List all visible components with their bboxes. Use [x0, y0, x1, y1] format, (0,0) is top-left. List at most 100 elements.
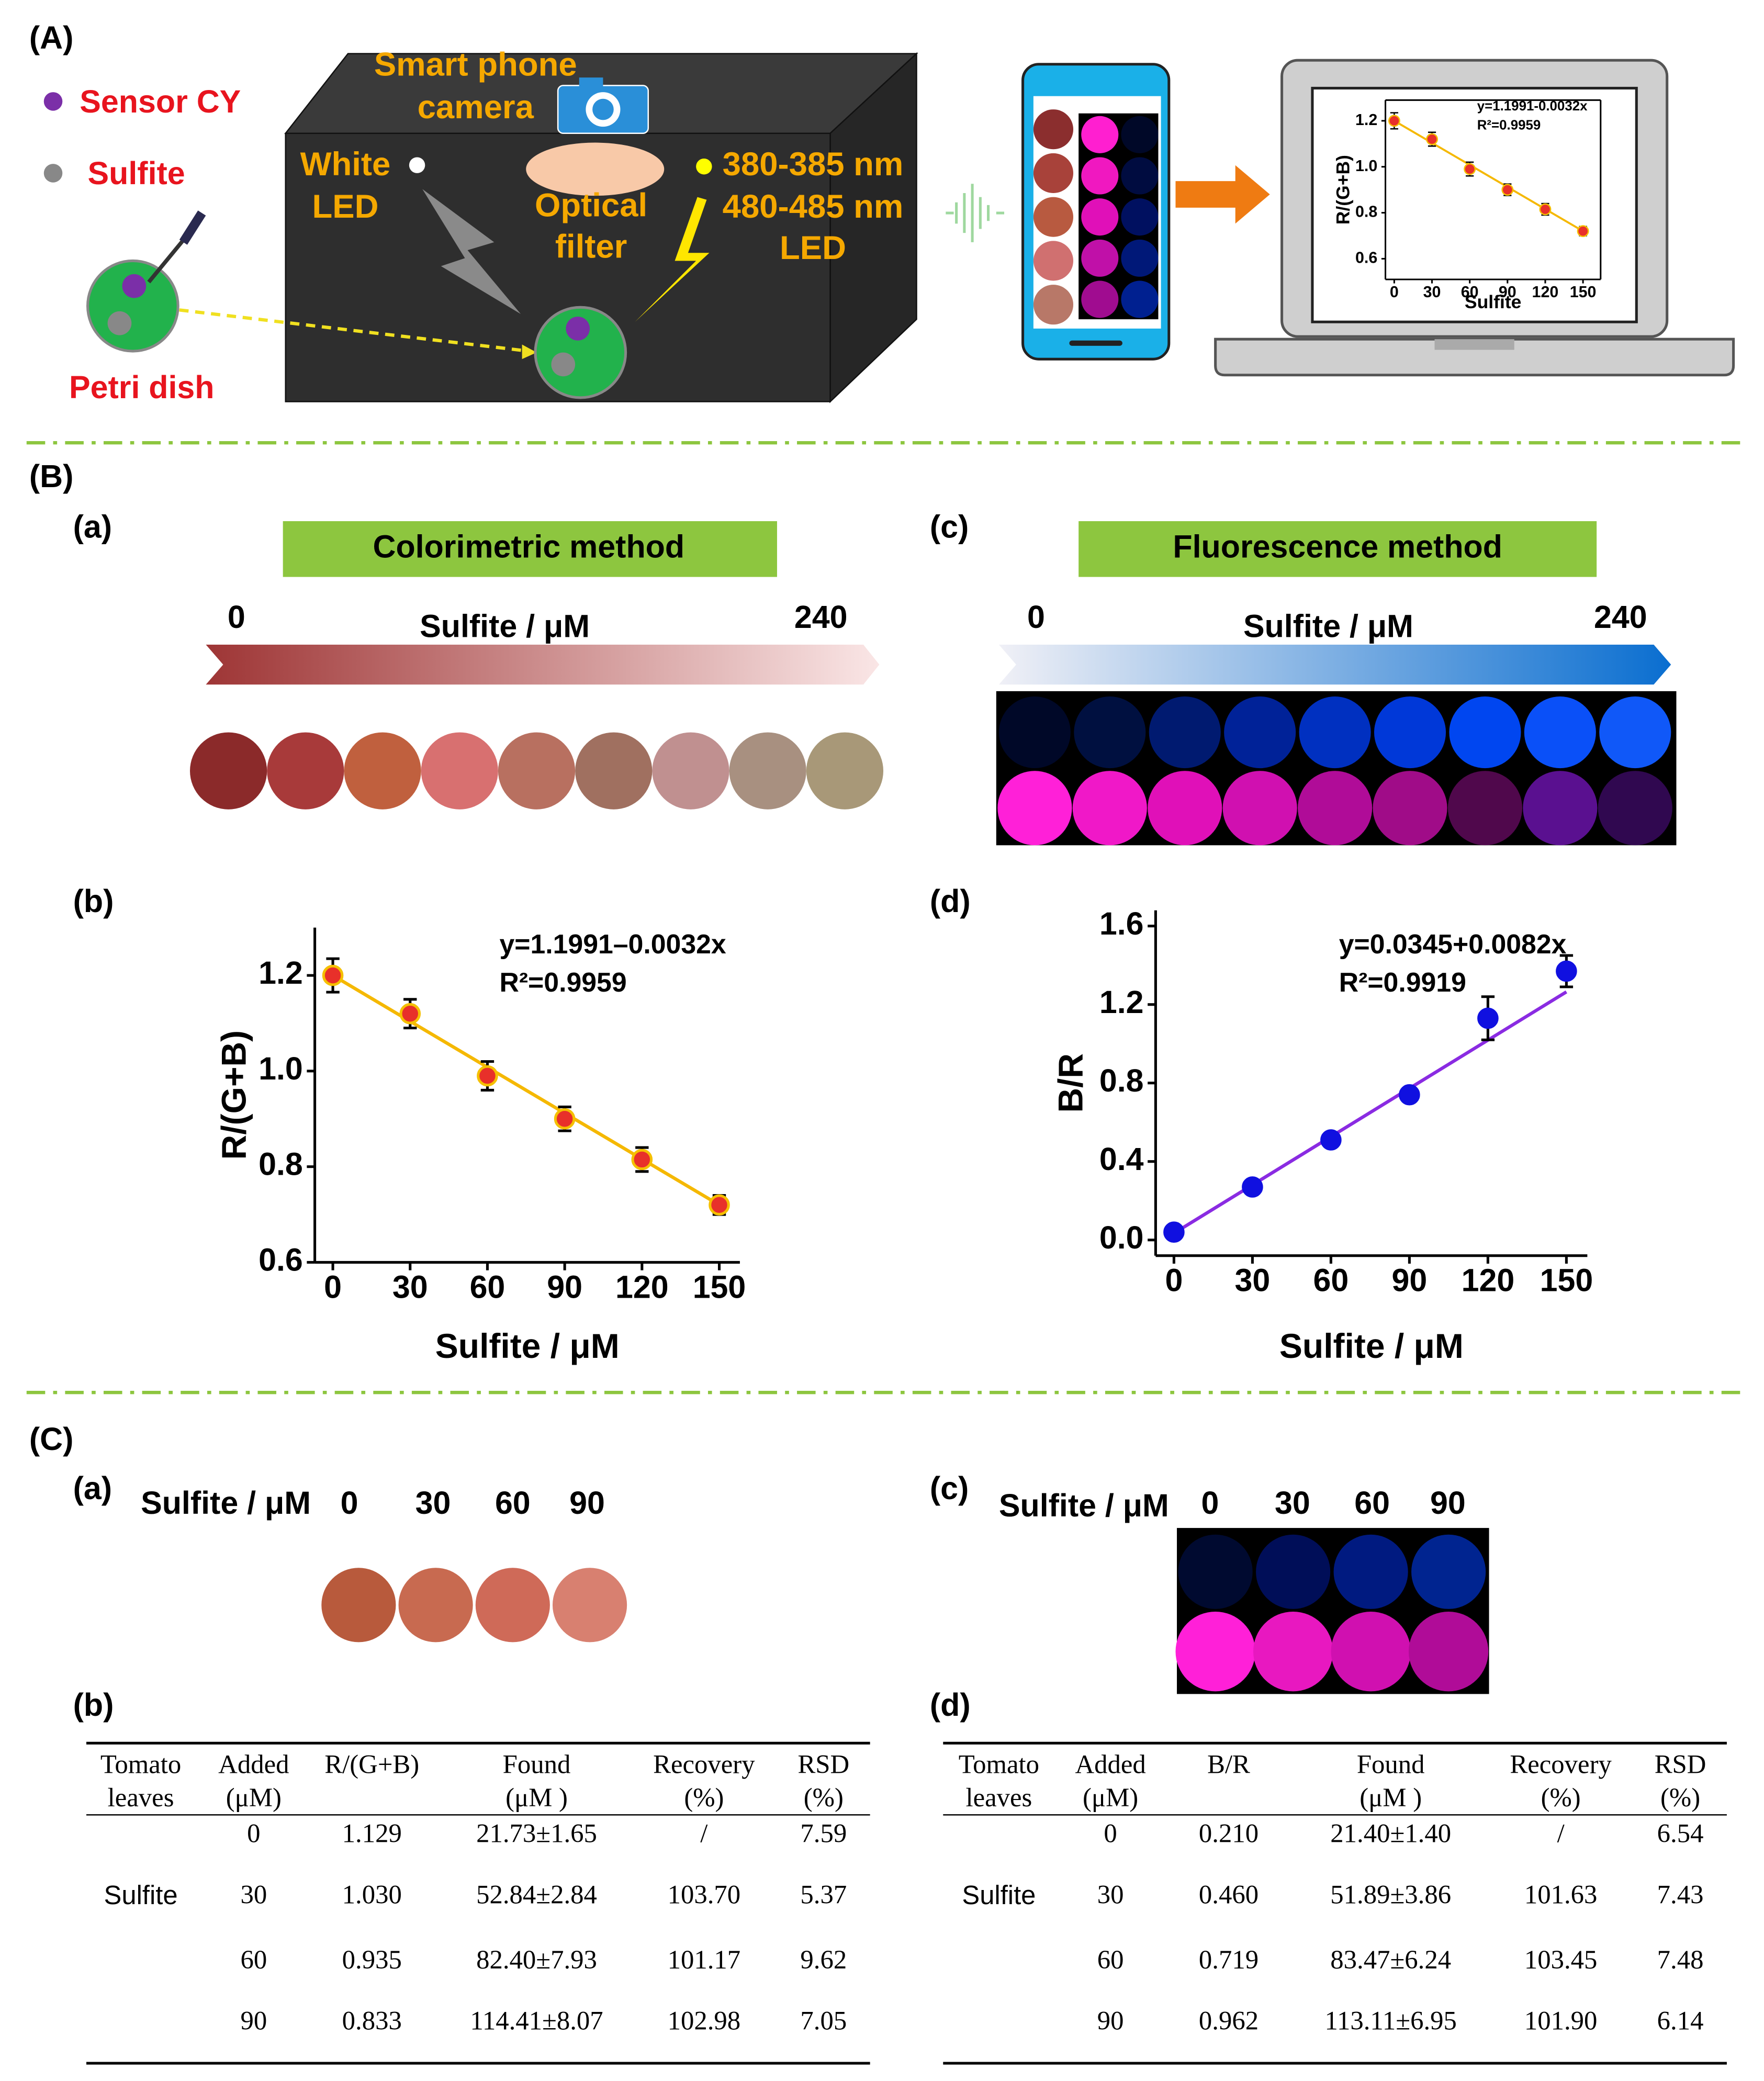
level-label: 90	[569, 1485, 605, 1521]
x-tick-label: 0	[1390, 283, 1399, 301]
table-cell: /	[1557, 1819, 1565, 1848]
table-cell: 101.90	[1524, 2006, 1598, 2035]
swatch	[552, 1568, 627, 1643]
table-header: (%)	[1541, 1783, 1581, 1812]
swatch	[1149, 696, 1221, 769]
r-squared: R²=0.9919	[1339, 967, 1466, 997]
label: Optical	[535, 187, 647, 224]
table-header: RSD	[797, 1750, 849, 1779]
table-header: Added	[218, 1750, 289, 1779]
table-group: Sulfite	[962, 1880, 1036, 1910]
x-tick-label: 90	[1499, 283, 1516, 301]
swatch	[998, 696, 1071, 769]
table-cell: 0.210	[1199, 1819, 1259, 1848]
label: 240	[794, 599, 848, 635]
table-header: (μM )	[1359, 1783, 1422, 1812]
arrow	[522, 344, 537, 359]
method-box	[1078, 521, 1597, 577]
swatch	[1033, 241, 1074, 281]
swatch	[498, 732, 576, 809]
swatch	[729, 732, 806, 809]
dot	[107, 311, 132, 335]
swatch	[1299, 696, 1371, 769]
data-point	[1464, 163, 1476, 175]
table-cell: 51.89±3.86	[1330, 1880, 1451, 1909]
table-cell: 0.935	[342, 1945, 402, 1974]
table-cell: 1.030	[342, 1880, 402, 1909]
swatch	[421, 732, 498, 809]
pipette	[179, 210, 206, 245]
table-cell: 52.84±2.84	[476, 1880, 597, 1909]
label: Sulfite / μM	[999, 1488, 1169, 1523]
swatch	[1081, 239, 1119, 277]
table-header: (%)	[1660, 1783, 1700, 1812]
y-tick-label: 0.6	[1355, 249, 1377, 267]
swatch	[1081, 116, 1119, 153]
swatch	[267, 732, 344, 809]
table-cell: 82.40±7.93	[476, 1945, 597, 1974]
data-point	[477, 1065, 498, 1087]
y-tick-label: 1.0	[1355, 157, 1377, 175]
x-axis-label: Sulfite / μM	[435, 1326, 620, 1365]
table-cell: 83.47±6.24	[1330, 1945, 1451, 1974]
swatch	[1256, 1534, 1331, 1609]
data-point	[1320, 1129, 1342, 1151]
camera-icon	[579, 77, 603, 88]
pipette	[147, 235, 188, 284]
swatch	[189, 732, 267, 809]
method-title: Colorimetric method	[373, 528, 684, 564]
swatch	[1411, 1534, 1486, 1609]
x-tick-label: 0	[1165, 1263, 1183, 1298]
table-cell: 0.833	[342, 2006, 402, 2035]
x-tick-label: 30	[1423, 283, 1441, 301]
legend-text: Sensor CY	[80, 84, 241, 119]
arrow	[179, 308, 529, 353]
swatch	[1033, 285, 1074, 325]
table-cell: 113.11±6.95	[1324, 2006, 1456, 2035]
swatch	[1222, 771, 1297, 846]
table-header: Found	[503, 1750, 571, 1779]
swatch	[1447, 771, 1523, 846]
y-tick-label: 1.2	[1099, 984, 1144, 1020]
swatch	[806, 732, 884, 809]
data-point	[1556, 960, 1577, 982]
table-cell: 103.70	[668, 1880, 741, 1909]
label: 0	[228, 599, 245, 635]
laptop-base	[1214, 338, 1735, 377]
data-point	[1577, 225, 1589, 238]
method-box	[283, 521, 777, 577]
table-header: (%)	[804, 1783, 844, 1812]
dot	[566, 317, 590, 341]
level-label: 30	[1275, 1485, 1310, 1521]
panel-label: (b)	[73, 883, 114, 919]
x-tick-label: 60	[470, 1269, 505, 1304]
label: 240	[1594, 599, 1647, 635]
table-cell: 5.37	[800, 1880, 847, 1909]
table-header: (μM)	[1083, 1783, 1138, 1812]
fit-line	[332, 974, 721, 1207]
table-cell: 6.14	[1657, 2006, 1704, 2035]
label: Smart phone	[374, 47, 577, 83]
laptop-notch	[1434, 339, 1514, 350]
panel-label: (a)	[73, 509, 112, 544]
label: filter	[555, 228, 627, 265]
swatch	[1298, 771, 1373, 846]
table-cell: 30	[240, 1880, 267, 1909]
label: Petri dish	[69, 369, 215, 405]
legend-dot	[43, 164, 63, 183]
data-point	[1477, 1007, 1499, 1029]
x-tick-label: 30	[1235, 1263, 1271, 1298]
swatch	[1524, 696, 1596, 769]
table-cell: 6.54	[1657, 1819, 1704, 1848]
label: camera	[418, 89, 534, 126]
y-axis-label: R/(G+B)	[214, 1030, 253, 1160]
label: LED	[312, 188, 379, 225]
swatch	[1523, 771, 1598, 846]
swatch	[1598, 771, 1672, 846]
legend-dot	[43, 92, 63, 111]
swatch	[1081, 280, 1119, 318]
label: 480-485 nm	[723, 188, 904, 225]
y-tick-label: 0.8	[1099, 1063, 1144, 1098]
r-squared: R²=0.9959	[499, 967, 626, 997]
signal-icon	[946, 184, 1005, 242]
